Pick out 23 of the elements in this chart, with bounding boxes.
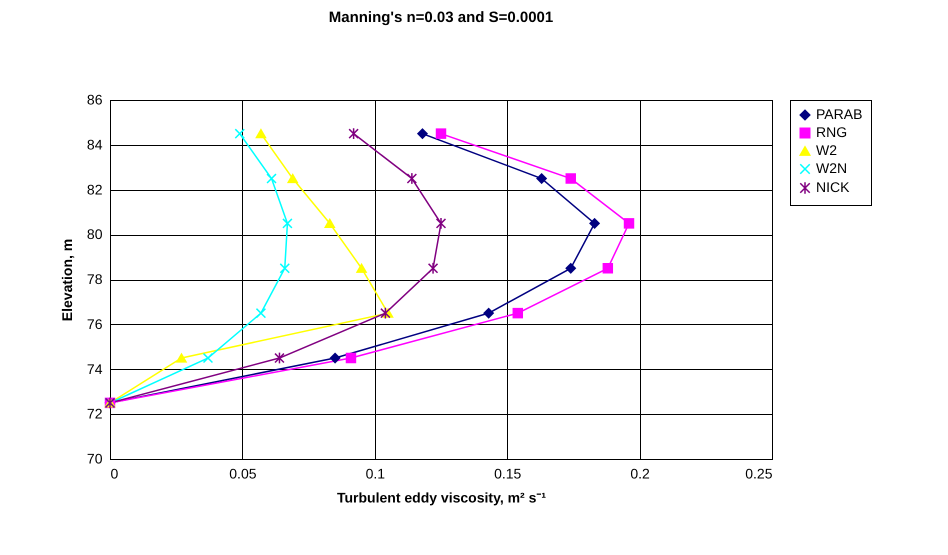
legend-label: NICK xyxy=(816,179,850,195)
y-tick-label: 76 xyxy=(86,316,103,332)
legend-label: PARAB xyxy=(816,106,862,122)
y-tick-label: 80 xyxy=(86,226,103,242)
x-tick-label: 0 xyxy=(110,466,118,482)
y-tick-label: 70 xyxy=(86,450,103,466)
y-tick-label: 84 xyxy=(86,136,103,152)
x-tick-label: 0.25 xyxy=(745,466,773,482)
x-tick-label: 0.1 xyxy=(366,466,386,482)
x-tick-label: 0.2 xyxy=(630,466,650,482)
legend-label: W2 xyxy=(816,142,838,158)
legend-label: RNG xyxy=(816,124,848,140)
y-tick-label: 82 xyxy=(86,181,103,198)
legend-label: W2N xyxy=(816,160,848,176)
x-tick-label: 0.05 xyxy=(229,466,257,482)
chart-title: Manning's n=0.03 and S=0.0001 xyxy=(328,9,554,26)
y-tick-label: 86 xyxy=(86,92,103,108)
x-tick-label: 0.15 xyxy=(494,466,522,482)
y-axis-title: Elevation, m xyxy=(58,238,75,322)
y-tick-label: 74 xyxy=(86,360,103,377)
x-axis-title: Turbulent eddy viscosity, m² s⁻¹ xyxy=(336,490,546,506)
y-tick-label: 78 xyxy=(86,271,103,287)
y-tick-label: 72 xyxy=(86,406,103,422)
